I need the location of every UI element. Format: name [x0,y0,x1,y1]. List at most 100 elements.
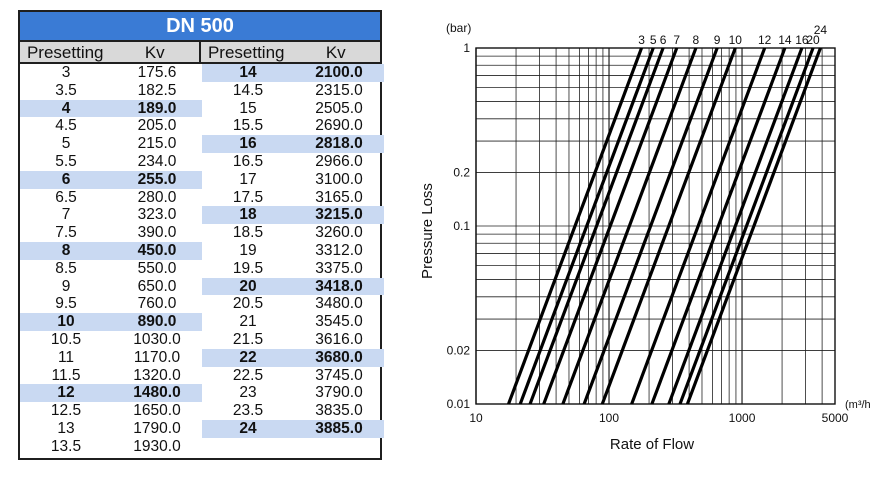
series-line-5 [518,47,655,405]
series-line-7 [542,47,679,405]
series-line-3 [507,47,644,405]
presetting-cell: 10.5 [50,330,82,348]
table-row: 18.5 3260.0 [202,224,384,242]
y-tick-label: 0.1 [453,219,470,233]
table-row: 8 450.0 [20,241,202,260]
table-row: 18 3215.0 [202,206,384,225]
y-tick-label: 1 [463,41,470,55]
kv-cell: 175.6 [137,64,177,81]
series-line-12 [630,47,767,405]
table-row: 10 890.0 [20,313,202,331]
kv-cell: 280.0 [137,188,177,206]
kv-cell: 890.0 [137,313,177,331]
kv-cell: 323.0 [137,206,177,224]
presetting-cell: 14 [239,64,257,81]
series-label: 7 [673,33,680,47]
x-tick-label: 5000 [822,411,849,425]
table-row: 14.5 2315.0 [202,82,384,100]
table-row: 4.5 205.0 [20,117,202,135]
presetting-cell: 20 [239,277,257,295]
presetting-cell: 7.5 [55,224,77,242]
table-row: 17.5 3165.0 [202,189,384,207]
table-row: 19 3312.0 [202,242,384,260]
presetting-cell: 12.5 [50,402,82,420]
table-row: 13.5 1930.0 [20,438,202,456]
presetting-cell: 6 [61,170,71,188]
kv-cell: 1790.0 [133,419,181,437]
presetting-cell: 11 [57,348,75,366]
presetting-cell: 5.5 [55,152,77,170]
kv-cell: 3418.0 [315,277,363,295]
x-axis-title: Rate of Flow [610,436,694,453]
presetting-cell: 21 [239,313,257,331]
table-header-row: Presetting Kv Presetting Kv [20,40,380,64]
presetting-cell: 9 [61,277,71,295]
kv-cell: 2690.0 [315,117,363,135]
kv-cell: 3616.0 [315,330,363,348]
presetting-cell: 20.5 [232,295,264,313]
kv-cell: 3215.0 [315,206,363,224]
table-row: 15.5 2690.0 [202,117,384,135]
kv-cell: 390.0 [137,224,177,242]
kv-cell: 215.0 [137,135,177,153]
kv-cell: 1930.0 [133,437,181,455]
series-label: 6 [660,33,667,47]
presetting-cell: 24 [239,419,257,437]
table-row: 17 3100.0 [202,171,384,189]
presetting-cell: 4 [61,99,71,117]
header-kv-right: Kv [325,43,346,62]
kv-table: DN 500 Presetting Kv Presetting Kv 3 175.… [18,10,384,460]
kv-cell: 1030.0 [133,330,181,348]
table-title: DN 500 [20,12,380,40]
kv-cell: 182.5 [137,81,177,99]
series-label: 12 [758,33,772,47]
presetting-cell: 5 [61,135,71,153]
kv-cell: 3165.0 [315,188,363,206]
presetting-cell: 17.5 [232,188,264,206]
table-row: 14 2100.0 [202,64,384,82]
kv-cell: 3480.0 [315,295,363,313]
table-row: 23 3790.0 [202,384,384,402]
kv-cell: 3680.0 [315,348,363,366]
kv-cell: 2818.0 [315,135,363,153]
kv-cell: 3100.0 [315,170,363,188]
presetting-cell: 7 [61,206,71,224]
presetting-cell: 9.5 [55,295,77,313]
table-row: 11 1170.0 [20,349,202,367]
kv-cell: 650.0 [137,277,177,295]
presetting-cell: 23.5 [232,402,264,420]
series-label: 9 [714,33,721,47]
presetting-cell: 11.5 [51,366,81,384]
presetting-cell: 12 [57,384,75,402]
y-unit-label: (bar) [446,21,471,35]
series-label: 3 [638,33,645,47]
table-row: 20.5 3480.0 [202,295,384,313]
header-divider [199,42,201,62]
table-row: 3 175.6 [20,64,202,82]
table-row: 21.5 3616.0 [202,331,384,349]
table-row: 5 215.0 [20,135,202,153]
presetting-cell: 13.5 [50,437,82,455]
presetting-cell: 21.5 [232,330,264,348]
presetting-cell: 4.5 [55,117,77,135]
presetting-cell: 8 [61,241,71,259]
table-row: 11.5 1320.0 [20,367,202,385]
table-row: 15 2505.0 [202,100,384,118]
table-row: 7 323.0 [20,206,202,224]
presetting-cell: 18.5 [232,224,264,242]
kv-cell: 3745.0 [315,366,363,384]
presetting-cell: 16.5 [232,152,264,170]
table-row: 13 1790.0 [20,420,202,438]
table-row: 12.5 1650.0 [20,402,202,420]
table-row: 22.5 3745.0 [202,367,384,385]
table-row: 3.5 182.5 [20,82,202,100]
kv-cell: 3545.0 [315,313,363,331]
table-row: 5.5 234.0 [20,153,202,171]
table-column-right: 14 2100.0 14.5 2315.0 15 2505.0 15.5 2690.0 16 28… [202,64,384,458]
chart-labels: 10 100 1000 5000 0.01 0.02 0.1 0.2 1 3 5 6 7 8 9 10 12 14… [447,23,849,425]
series-line-20 [678,47,815,405]
table-row: 9.5 760.0 [20,295,202,313]
kv-cell: 2505.0 [315,99,363,117]
chart-grid [475,47,836,405]
kv-cell: 3885.0 [315,419,363,437]
